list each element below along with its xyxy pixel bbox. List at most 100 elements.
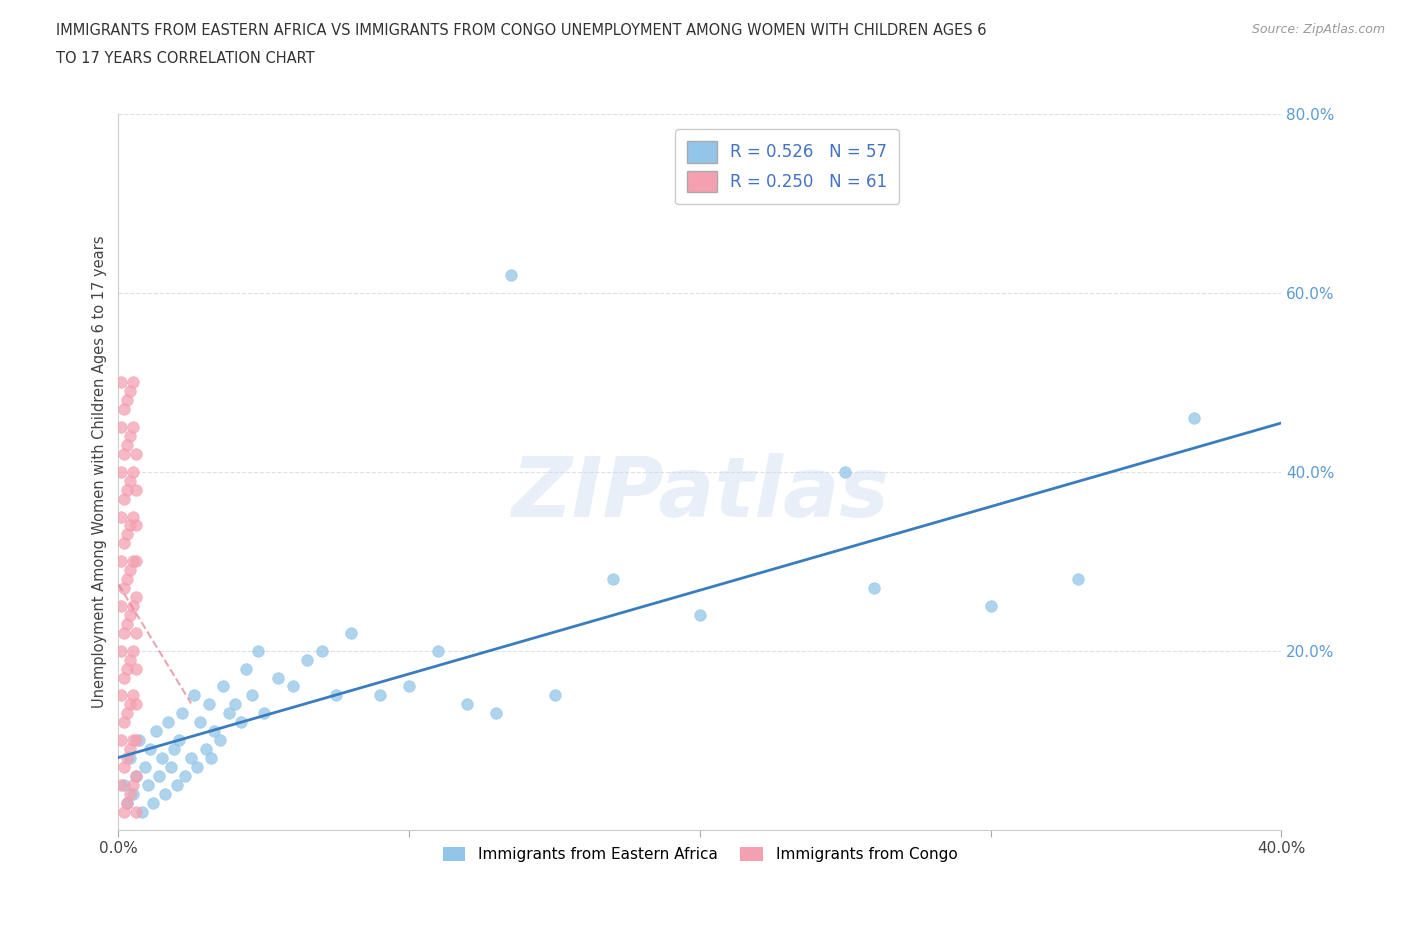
Point xyxy=(499,268,522,283)
Point xyxy=(110,644,132,658)
Point xyxy=(131,804,153,819)
Point xyxy=(110,599,132,614)
Point xyxy=(125,590,148,604)
Point xyxy=(128,733,150,748)
Point xyxy=(150,751,173,765)
Point xyxy=(240,688,263,703)
Point xyxy=(125,483,148,498)
Point xyxy=(115,795,138,810)
Point xyxy=(112,777,135,792)
Point xyxy=(246,644,269,658)
Point xyxy=(180,751,202,765)
Point xyxy=(267,671,290,685)
Point xyxy=(122,688,145,703)
Point xyxy=(134,760,156,775)
Point xyxy=(120,563,142,578)
Point xyxy=(115,706,138,721)
Point xyxy=(122,553,145,568)
Point xyxy=(115,661,138,676)
Point xyxy=(110,777,132,792)
Point xyxy=(398,679,420,694)
Point xyxy=(200,751,222,765)
Point xyxy=(122,419,145,434)
Point xyxy=(148,768,170,783)
Point xyxy=(120,741,142,756)
Point xyxy=(169,733,191,748)
Point xyxy=(110,375,132,390)
Point xyxy=(125,625,148,640)
Text: ZIPatlas: ZIPatlas xyxy=(510,453,889,534)
Point xyxy=(159,760,181,775)
Point xyxy=(110,419,132,434)
Point xyxy=(115,527,138,542)
Point xyxy=(120,787,142,802)
Point xyxy=(183,688,205,703)
Point xyxy=(125,768,148,783)
Point xyxy=(125,697,148,711)
Point xyxy=(112,536,135,551)
Legend: Immigrants from Eastern Africa, Immigrants from Congo: Immigrants from Eastern Africa, Immigran… xyxy=(436,841,963,869)
Point xyxy=(112,625,135,640)
Point xyxy=(125,518,148,533)
Point xyxy=(602,572,624,587)
Point xyxy=(163,741,186,756)
Point xyxy=(112,715,135,730)
Point xyxy=(311,644,333,658)
Point xyxy=(456,697,478,711)
Point xyxy=(115,751,138,765)
Point xyxy=(122,733,145,748)
Point xyxy=(174,768,197,783)
Point xyxy=(120,751,142,765)
Point xyxy=(212,679,235,694)
Point xyxy=(122,375,145,390)
Point xyxy=(142,795,165,810)
Point xyxy=(125,553,148,568)
Point xyxy=(112,446,135,461)
Point xyxy=(120,473,142,488)
Point xyxy=(120,384,142,399)
Point xyxy=(172,706,194,721)
Point xyxy=(281,679,304,694)
Point xyxy=(224,697,246,711)
Point xyxy=(112,804,135,819)
Point xyxy=(863,580,886,595)
Point xyxy=(112,760,135,775)
Point xyxy=(122,787,145,802)
Point xyxy=(122,464,145,479)
Point xyxy=(112,671,135,685)
Point xyxy=(115,437,138,452)
Point xyxy=(834,464,856,479)
Point xyxy=(153,787,176,802)
Point xyxy=(120,697,142,711)
Point xyxy=(125,661,148,676)
Point xyxy=(115,392,138,407)
Point xyxy=(110,464,132,479)
Point xyxy=(120,607,142,622)
Point xyxy=(120,429,142,444)
Point xyxy=(197,697,219,711)
Y-axis label: Unemployment Among Women with Children Ages 6 to 17 years: Unemployment Among Women with Children A… xyxy=(93,235,107,708)
Point xyxy=(186,760,208,775)
Point xyxy=(125,768,148,783)
Point xyxy=(122,599,145,614)
Point xyxy=(325,688,347,703)
Point xyxy=(427,644,450,658)
Point xyxy=(112,580,135,595)
Point xyxy=(115,483,138,498)
Point xyxy=(1067,572,1090,587)
Point xyxy=(125,733,148,748)
Point xyxy=(980,599,1002,614)
Point xyxy=(122,644,145,658)
Point xyxy=(156,715,179,730)
Point xyxy=(194,741,217,756)
Point xyxy=(229,715,252,730)
Point xyxy=(297,652,319,667)
Point xyxy=(166,777,188,792)
Point xyxy=(122,509,145,524)
Point xyxy=(120,652,142,667)
Point xyxy=(110,553,132,568)
Point xyxy=(112,491,135,506)
Point xyxy=(188,715,211,730)
Point xyxy=(125,446,148,461)
Point xyxy=(110,733,132,748)
